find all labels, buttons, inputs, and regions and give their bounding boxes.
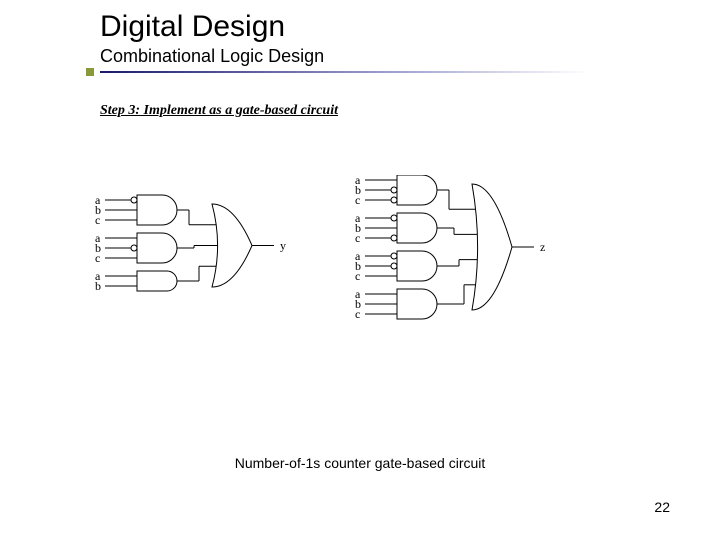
circuit-diagram: abcabcabyabcabcabcabcz	[95, 175, 615, 385]
svg-text:c: c	[355, 193, 360, 207]
circuit-svg: abcabcabyabcabcabcabcz	[95, 175, 615, 385]
page-title: Digital Design	[100, 10, 720, 44]
title-block: Digital Design Combinational Logic Desig…	[0, 0, 720, 73]
accent-square-icon	[86, 68, 94, 76]
svg-text:c: c	[95, 213, 100, 227]
page-subtitle: Combinational Logic Design	[100, 46, 720, 67]
svg-text:z: z	[540, 240, 545, 254]
page-number: 22	[654, 499, 670, 515]
svg-text:b: b	[95, 279, 101, 293]
svg-text:c: c	[355, 231, 360, 245]
step-heading: Step 3: Implement as a gate-based circui…	[100, 103, 720, 119]
svg-text:c: c	[95, 251, 100, 265]
svg-text:c: c	[355, 269, 360, 283]
figure-caption: Number-of-1s counter gate-based circuit	[0, 455, 720, 471]
title-underline	[100, 71, 590, 73]
svg-text:y: y	[280, 239, 286, 253]
svg-text:c: c	[355, 307, 360, 321]
